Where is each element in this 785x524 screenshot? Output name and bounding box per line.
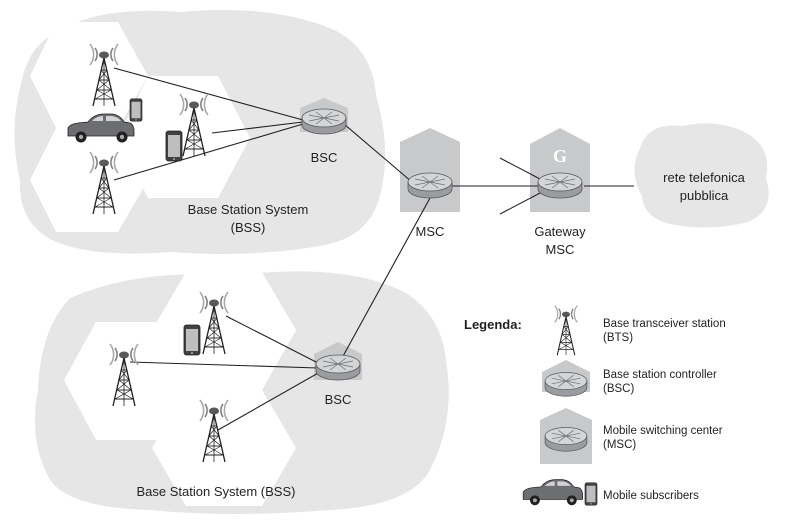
gateway-msc-router [537, 172, 583, 199]
legend-msc-label-1: Mobile switching center [603, 425, 723, 437]
legend-bts-label-1: Base transceiver station [603, 318, 726, 330]
pstn-label-1: rete telefonica [663, 170, 745, 185]
phone-top-2 [165, 130, 183, 162]
msc-router [407, 172, 453, 199]
legend-car-icon [522, 479, 584, 506]
legend-bsc-label-2: (BSC) [603, 383, 634, 395]
phone-bottom [183, 324, 201, 356]
legend-phone-icon [584, 482, 598, 506]
msc-label: MSC [416, 224, 445, 239]
pstn-label-2: pubblica [680, 188, 729, 203]
legend-subscribers-label: Mobile subscribers [603, 490, 699, 502]
gateway-label-2: MSC [546, 242, 575, 257]
pstn-cloud [634, 123, 769, 228]
cells-top [30, 22, 250, 232]
bsc-bottom-router [315, 354, 361, 381]
bsc-top-label: BSC [311, 150, 338, 165]
bss-top-label-2: (BSS) [231, 220, 266, 235]
legend-msc-icon [544, 427, 588, 452]
phone-top-1 [129, 98, 143, 122]
legend-bsc-icon [544, 372, 588, 397]
legend-msc-label-2: (MSC) [603, 439, 636, 451]
gateway-msc-building [530, 128, 590, 212]
legend: Legenda: Base transceiver station (BTS) … [464, 304, 726, 506]
legend-bts-icon [554, 304, 578, 356]
bsc-top-router [301, 108, 347, 135]
gateway-label-1: Gateway [534, 224, 586, 239]
bsc-bottom-label: BSC [325, 392, 352, 407]
bss-top-label-1: Base Station System [188, 202, 309, 217]
bss-bottom-label: Base Station System (BSS) [137, 484, 296, 499]
legend-title: Legenda: [464, 317, 522, 332]
gateway-mark: G [553, 146, 567, 166]
legend-bts-label-2: (BTS) [603, 332, 633, 344]
legend-bsc-label-1: Base station controller [603, 369, 717, 381]
msc-building [400, 128, 460, 212]
links [113, 67, 634, 431]
